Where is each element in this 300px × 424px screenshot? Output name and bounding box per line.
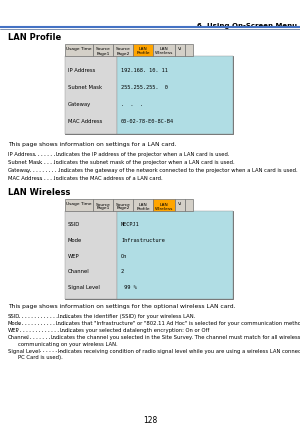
Text: Indicates the gateway of the network connected to the projector when a LAN card : Indicates the gateway of the network con…: [59, 168, 298, 173]
Text: Page1: Page1: [96, 206, 110, 210]
Text: Subnet Mask: Subnet Mask: [8, 160, 42, 165]
Text: LAN: LAN: [160, 203, 168, 206]
Text: Infrastructure: Infrastructure: [121, 238, 165, 243]
Text: Vi: Vi: [178, 202, 182, 206]
Bar: [65, 56, 117, 134]
Bar: [175, 44, 185, 56]
Text: LAN Profile: LAN Profile: [8, 33, 61, 42]
Bar: [153, 44, 175, 56]
Bar: [113, 199, 133, 211]
Bar: [65, 211, 117, 299]
Text: IP Address: IP Address: [8, 152, 35, 157]
Text: .......: .......: [37, 160, 62, 165]
Bar: [175, 199, 185, 211]
Text: Usage Time: Usage Time: [66, 47, 92, 51]
Text: Indicates receiving condition of radio signal level while you are using a wirele: Indicates receiving condition of radio s…: [58, 349, 300, 354]
Text: SSID: SSID: [68, 223, 80, 227]
Text: Source: Source: [116, 47, 130, 51]
Text: Mode: Mode: [8, 321, 22, 326]
Text: Mode: Mode: [68, 238, 82, 243]
Text: Profile: Profile: [136, 206, 150, 210]
Text: Indicates your selected datalength encryption: On or Off: Indicates your selected datalength encry…: [60, 328, 209, 333]
Bar: [113, 44, 133, 56]
Bar: [93, 199, 113, 211]
Text: 6. Using On-Screen Menu: 6. Using On-Screen Menu: [197, 23, 297, 29]
Text: ...........: ...........: [26, 335, 63, 340]
Text: Source: Source: [96, 203, 110, 206]
Text: Indicates the MAC address of a LAN card.: Indicates the MAC address of a LAN card.: [54, 176, 163, 181]
Text: Wireless: Wireless: [155, 206, 173, 210]
Text: 99 %: 99 %: [121, 285, 136, 290]
Text: Signal Level: Signal Level: [8, 349, 40, 354]
Text: LAN Wireless: LAN Wireless: [8, 188, 70, 197]
Text: Vi: Vi: [178, 47, 182, 51]
Text: .......: .......: [37, 176, 62, 181]
Bar: [65, 44, 93, 56]
Text: Usage Time: Usage Time: [66, 202, 92, 206]
Bar: [185, 199, 193, 211]
Text: .........: .........: [34, 152, 65, 157]
Text: ....................: ....................: [16, 328, 81, 333]
Text: Channel: Channel: [68, 269, 90, 274]
Bar: [153, 199, 175, 211]
Text: Source: Source: [96, 47, 110, 51]
Bar: [65, 199, 93, 211]
Text: Indicates that "Infrastructure" or "802.11 Ad Hoc" is selected for your communic: Indicates that "Infrastructure" or "802.…: [56, 321, 300, 326]
Text: .................: .................: [18, 321, 74, 326]
Text: ..............: ..............: [26, 168, 73, 173]
Text: 00-02-78-E0-8C-B4: 00-02-78-E0-8C-B4: [121, 119, 174, 124]
Bar: [133, 199, 153, 211]
Text: On: On: [121, 254, 127, 259]
Text: Channel: Channel: [8, 335, 30, 340]
Text: 128: 128: [143, 416, 157, 424]
Text: LAN: LAN: [139, 47, 147, 51]
Text: 2: 2: [121, 269, 124, 274]
Text: This page shows information on settings for a LAN card.: This page shows information on settings …: [8, 142, 176, 147]
Text: Indicates the IP address of the projector when a LAN card is used.: Indicates the IP address of the projecto…: [56, 152, 230, 157]
Text: PC Card is used).: PC Card is used).: [18, 355, 63, 360]
Text: 192.168. 10. 11: 192.168. 10. 11: [121, 68, 168, 73]
Text: Indicates the identifier (SSID) for your wireless LAN.: Indicates the identifier (SSID) for your…: [58, 314, 195, 319]
Bar: [117, 211, 233, 299]
Bar: [185, 44, 193, 56]
Text: ..................: ..................: [18, 314, 78, 319]
Bar: [117, 56, 233, 134]
Text: Indicates the channel you selected in the Site Survey. The channel must match fo: Indicates the channel you selected in th…: [51, 335, 300, 340]
Text: LAN: LAN: [160, 47, 168, 51]
Text: Page2: Page2: [116, 206, 130, 210]
Text: Gateway: Gateway: [68, 102, 91, 107]
Bar: [93, 44, 113, 56]
Text: This page shows information on settings for the optional wireless LAN card.: This page shows information on settings …: [8, 304, 236, 309]
Text: communicating on your wireless LAN.: communicating on your wireless LAN.: [18, 342, 118, 347]
Text: NECPJ1: NECPJ1: [121, 223, 140, 227]
Text: 255.255.255.  0: 255.255.255. 0: [121, 85, 168, 90]
Text: Page2: Page2: [116, 51, 130, 56]
Text: Source: Source: [116, 203, 130, 206]
Text: WEP: WEP: [8, 328, 20, 333]
Text: Profile: Profile: [136, 51, 150, 56]
Text: Subnet Mask: Subnet Mask: [68, 85, 102, 90]
Bar: [65, 56, 233, 134]
Text: Page1: Page1: [96, 51, 110, 56]
Text: Signal Level: Signal Level: [68, 285, 100, 290]
Text: SSID: SSID: [8, 314, 20, 319]
Bar: [133, 44, 153, 56]
Text: Gateway: Gateway: [8, 168, 31, 173]
Bar: [65, 211, 233, 299]
Text: Indicates the subnet mask of the projector when a LAN card is used.: Indicates the subnet mask of the project…: [54, 160, 235, 165]
Text: MAC Address: MAC Address: [68, 119, 102, 124]
Text: MAC Address: MAC Address: [8, 176, 42, 181]
Text: LAN: LAN: [139, 203, 147, 206]
Text: Wireless: Wireless: [155, 51, 173, 56]
Text: ........: ........: [39, 349, 67, 354]
Text: .  .  .: . . .: [121, 102, 143, 107]
Text: WEP: WEP: [68, 254, 80, 259]
Text: IP Address: IP Address: [68, 68, 95, 73]
